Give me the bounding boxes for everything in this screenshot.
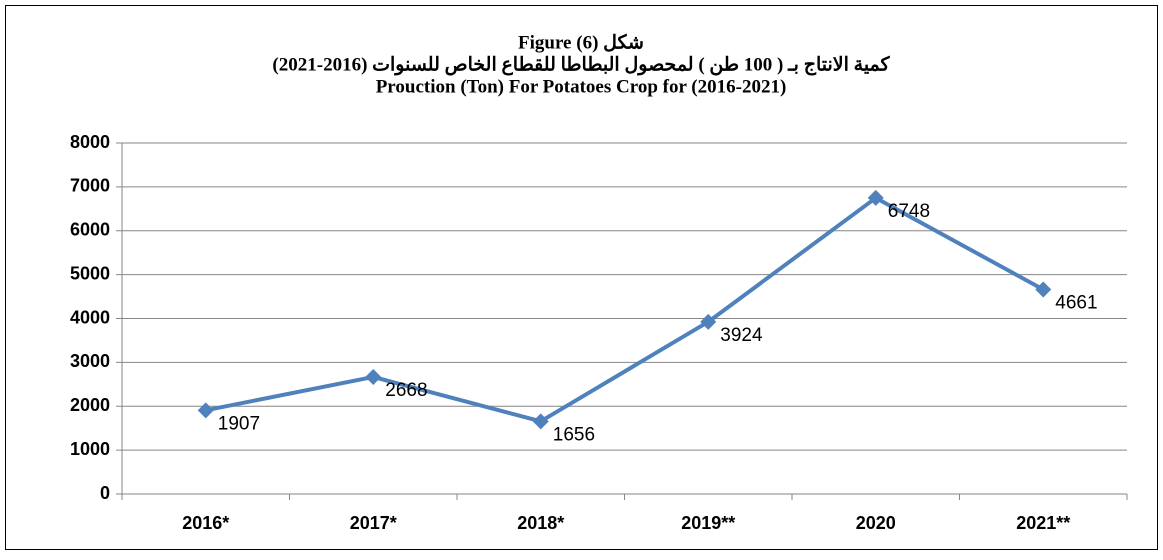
x-tick-label: 2019** xyxy=(681,513,735,533)
marker xyxy=(197,402,214,419)
marker xyxy=(1035,281,1052,298)
marker xyxy=(532,413,549,430)
data-label: 4661 xyxy=(1055,293,1097,314)
chart-title: كمية الانتاج بـ ( 100 طن ) لمحصول البطاط… xyxy=(272,54,890,75)
y-tick-label: 8000 xyxy=(70,132,110,152)
chart-border xyxy=(5,5,1158,550)
data-label: 1907 xyxy=(218,413,260,434)
chart-title: شكل Figure (6) xyxy=(518,32,644,53)
data-label: 6748 xyxy=(888,201,930,222)
y-tick-label: 5000 xyxy=(70,263,110,283)
y-tick-label: 7000 xyxy=(70,176,110,196)
y-tick-label: 6000 xyxy=(70,220,110,240)
y-tick-label: 4000 xyxy=(70,307,110,327)
x-tick-label: 2017* xyxy=(350,513,397,533)
y-tick-label: 3000 xyxy=(70,351,110,371)
x-tick-label: 2020 xyxy=(856,513,896,533)
y-tick-label: 0 xyxy=(100,483,110,503)
marker xyxy=(365,368,382,385)
data-label: 3924 xyxy=(720,325,763,346)
line xyxy=(205,195,1045,424)
marker xyxy=(700,313,717,330)
x-tick-label: 2016* xyxy=(182,513,229,533)
data-label: 1656 xyxy=(553,424,595,445)
y-tick-label: 2000 xyxy=(70,395,110,415)
x-tick-label: 2018* xyxy=(517,513,564,533)
x-tick-label: 2021** xyxy=(1016,513,1070,533)
data-label: 2668 xyxy=(385,380,427,401)
marker xyxy=(867,189,884,206)
y-tick-label: 1000 xyxy=(70,439,110,459)
chart-title: Prouction (Ton) For Potatoes Crop for (2… xyxy=(376,76,787,97)
